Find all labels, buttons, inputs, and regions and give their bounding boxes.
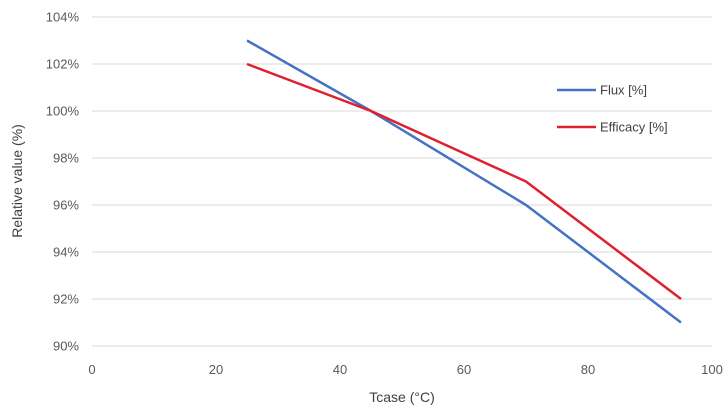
x-tick-label: 0 — [88, 362, 95, 377]
y-axis-title: Relative value (%) — [9, 124, 25, 238]
x-tick-label: 40 — [333, 362, 347, 377]
y-axis-ticks: 90% 92% 94% 96% 98% 100% 102% 104% — [46, 10, 80, 354]
x-axis-title: Tcase (°C) — [369, 389, 435, 405]
y-tick-label: 98% — [53, 151, 79, 166]
legend: Flux [%] Efficacy [%] — [557, 83, 668, 135]
x-tick-label: 80 — [581, 362, 595, 377]
x-tick-label: 100 — [701, 362, 723, 377]
y-tick-label: 94% — [53, 245, 79, 260]
series-line — [246, 39, 682, 324]
x-tick-label: 60 — [457, 362, 471, 377]
legend-label: Flux [%] — [600, 83, 647, 98]
y-tick-label: 102% — [46, 57, 80, 72]
y-tick-label: 90% — [53, 339, 79, 354]
y-tick-label: 104% — [46, 10, 80, 25]
series-lines — [246, 39, 682, 324]
x-axis-ticks: 0 20 40 60 80 100 — [88, 362, 722, 377]
x-tick-label: 20 — [209, 362, 223, 377]
gridlines — [92, 16, 712, 347]
legend-label: Efficacy [%] — [600, 120, 668, 135]
y-tick-label: 92% — [53, 292, 79, 307]
y-tick-label: 96% — [53, 198, 79, 213]
series-line — [246, 62, 682, 300]
y-tick-label: 100% — [46, 104, 80, 119]
